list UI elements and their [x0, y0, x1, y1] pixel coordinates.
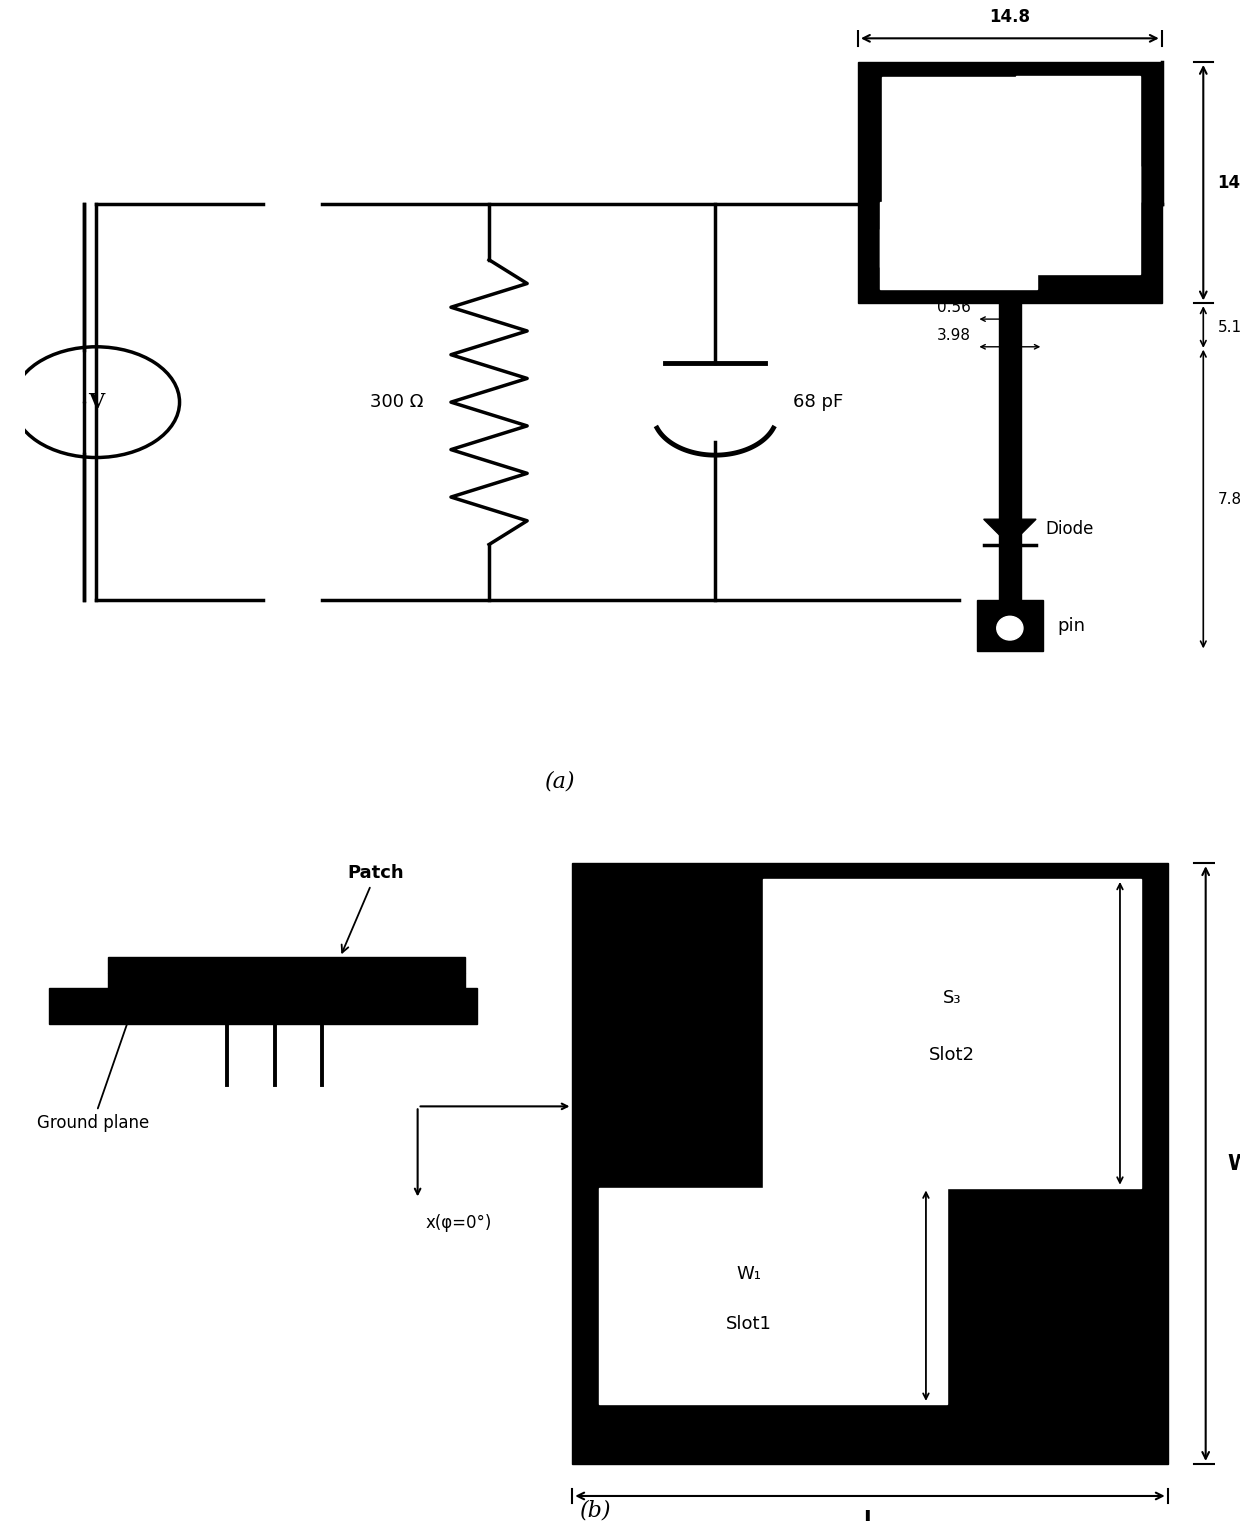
Bar	[999, 303, 1021, 599]
Text: y(φ=90°): y(φ=90°)	[590, 1097, 667, 1115]
Text: 14.8: 14.8	[1218, 173, 1240, 192]
Text: 5.12: 5.12	[1218, 319, 1240, 335]
Text: L: L	[863, 1510, 877, 1521]
Polygon shape	[983, 519, 1037, 546]
Text: (a): (a)	[546, 771, 575, 792]
Text: 3.98: 3.98	[936, 329, 971, 342]
Bar	[858, 62, 1162, 303]
Text: V: V	[88, 392, 104, 412]
Bar	[879, 228, 1038, 289]
Text: 0.56: 0.56	[936, 300, 971, 315]
Text: W₁: W₁	[737, 1265, 761, 1284]
Text: Patch: Patch	[342, 864, 404, 952]
Text: 68 pF: 68 pF	[792, 392, 843, 411]
Text: Ground plane: Ground plane	[37, 1015, 149, 1132]
Text: x(φ=0°): x(φ=0°)	[427, 1214, 492, 1232]
Bar	[48, 989, 477, 1024]
Bar	[977, 599, 1043, 651]
Text: 300 Ω: 300 Ω	[371, 392, 424, 411]
Text: 7.88: 7.88	[1218, 491, 1240, 506]
Bar	[108, 973, 465, 989]
Bar	[108, 957, 465, 973]
Bar	[763, 879, 1141, 1188]
Text: 14.8: 14.8	[990, 9, 1030, 26]
Text: Diode: Diode	[1045, 520, 1094, 538]
Text: pin: pin	[1056, 616, 1085, 634]
Bar	[944, 166, 1141, 274]
Bar	[599, 1188, 947, 1404]
Text: Slot1: Slot1	[727, 1316, 773, 1334]
Bar	[573, 864, 1168, 1463]
Polygon shape	[879, 76, 1141, 268]
Ellipse shape	[997, 616, 1023, 640]
Text: Slot2: Slot2	[929, 1046, 975, 1063]
Bar	[882, 76, 1022, 202]
Text: (b): (b)	[580, 1500, 613, 1521]
Text: S₃: S₃	[942, 989, 961, 1007]
Text: W: W	[1228, 1153, 1240, 1174]
